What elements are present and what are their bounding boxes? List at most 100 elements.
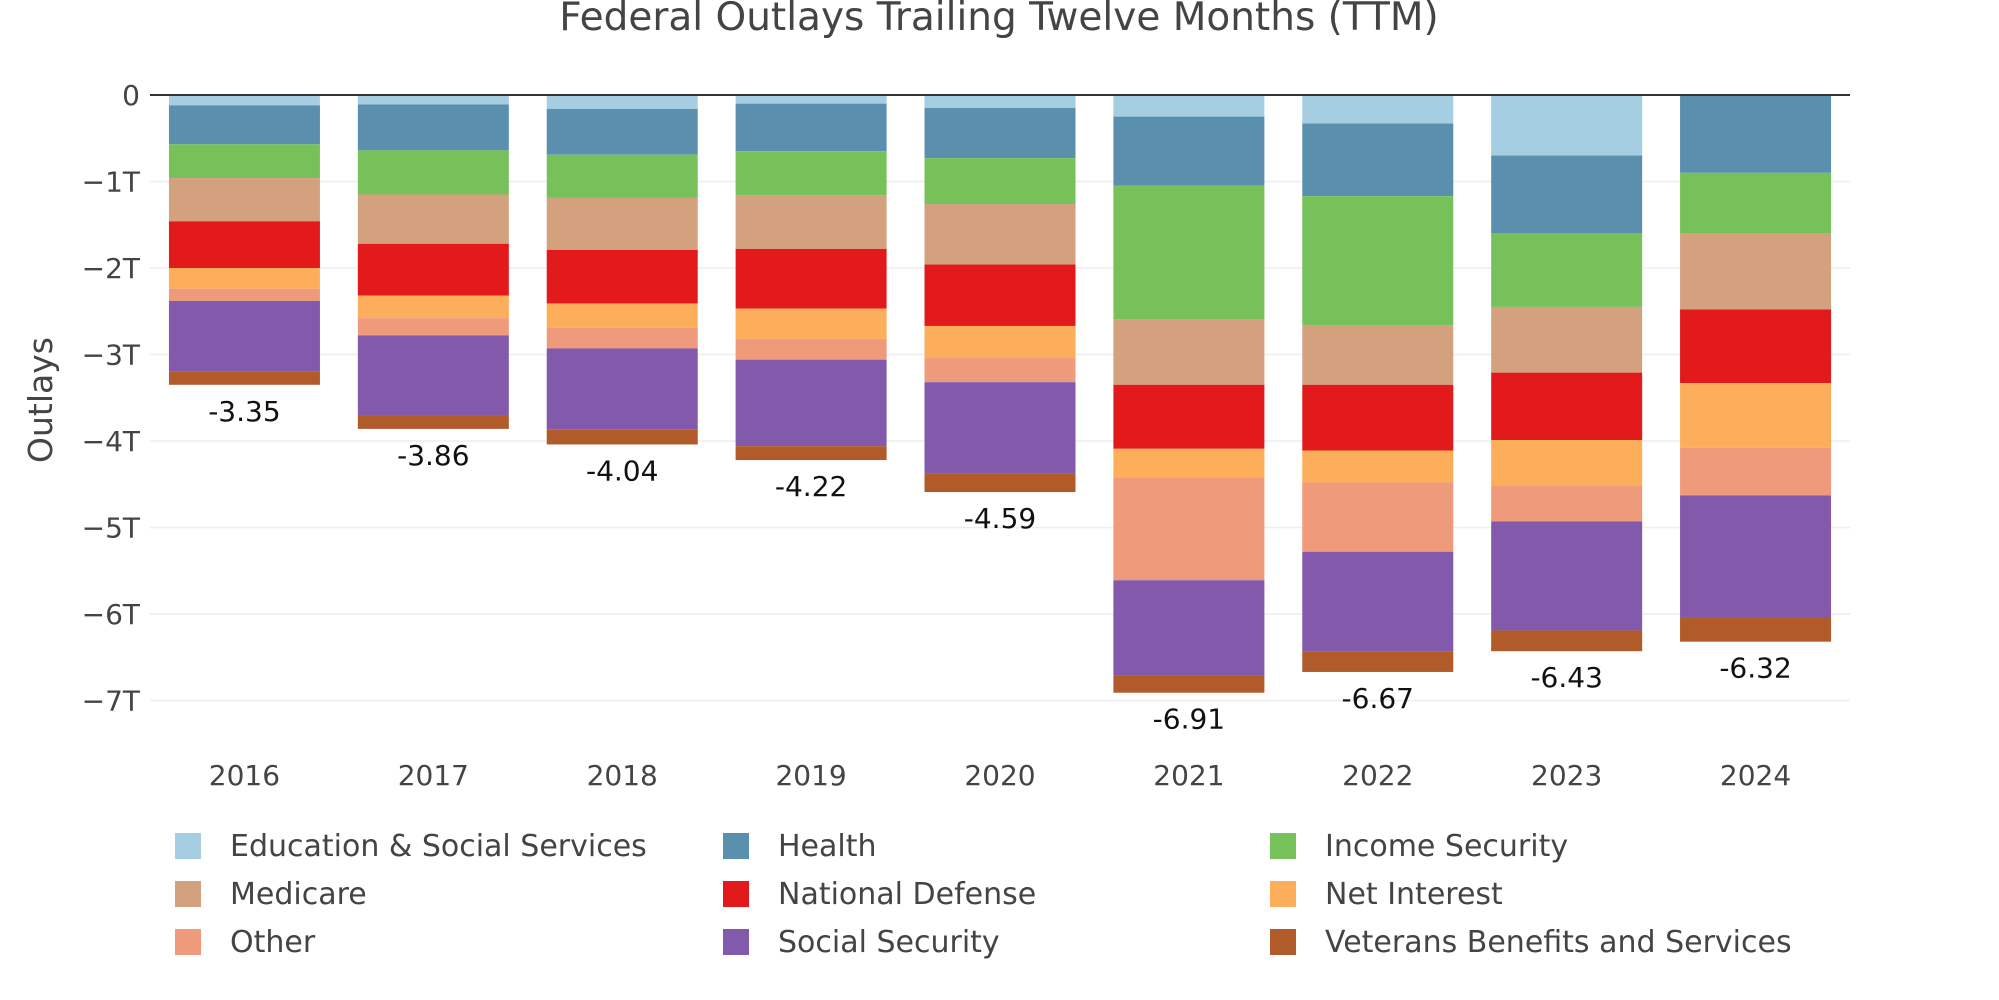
total-label: -4.22: [775, 470, 847, 503]
bar-segment-health-2018: [546, 108, 698, 155]
bar-segment-national-defense-2022: [1302, 384, 1454, 451]
bar-segment-education-social-services-2017: [357, 95, 509, 105]
bar-segment-income-security-2019: [735, 151, 887, 196]
total-label: -4.59: [964, 502, 1036, 535]
bar-segment-veterans-benefits-and-services-2016: [168, 371, 320, 385]
bar-segment-social-security-2022: [1302, 551, 1454, 652]
bar-segment-health-2021: [1113, 116, 1265, 186]
legend-item-social-security[interactable]: Social Security: [723, 925, 1000, 960]
total-label: -6.91: [1153, 703, 1225, 736]
bar-segment-veterans-benefits-and-services-2021: [1113, 675, 1265, 693]
x-tick-label: 2023: [1531, 759, 1602, 792]
bar-segment-education-social-services-2023: [1491, 95, 1643, 156]
x-tick-label: 2017: [398, 759, 469, 792]
bar-segment-education-social-services-2021: [1113, 95, 1265, 117]
x-tick-label: 2024: [1720, 759, 1791, 792]
legend-swatch: [1270, 929, 1296, 955]
bar-segment-veterans-benefits-and-services-2019: [735, 446, 887, 461]
bar-segment-national-defense-2016: [168, 221, 320, 268]
x-axis-ticks: 2016 2017 2018 2019 2020 2021 2022 2023 2024: [209, 759, 1791, 792]
legend-swatch: [723, 833, 749, 859]
bar-segment-health-2016: [168, 105, 320, 145]
legend-item-health[interactable]: Health: [723, 829, 877, 864]
legend-label: Education & Social Services: [230, 829, 647, 864]
y-tick-label: −5T: [82, 512, 141, 545]
bar-segment-health-2017: [357, 104, 509, 151]
bar-segment-veterans-benefits-and-services-2020: [924, 473, 1076, 493]
bar-segment-other-2024: [1680, 447, 1832, 496]
bar-segment-health-2019: [735, 103, 887, 152]
bar-segment-national-defense-2019: [735, 248, 887, 309]
bar-segment-medicare-2023: [1491, 306, 1643, 373]
bar-segment-national-defense-2023: [1491, 372, 1643, 441]
y-tick-label: 0: [122, 79, 140, 112]
bar-segment-social-security-2020: [924, 382, 1076, 474]
x-tick-label: 2019: [775, 759, 846, 792]
total-label: -6.43: [1530, 661, 1602, 694]
bar-segment-health-2020: [924, 107, 1076, 159]
bar-segment-national-defense-2017: [357, 243, 509, 296]
bar-segment-income-security-2016: [168, 144, 320, 179]
total-label: -4.04: [586, 454, 658, 487]
bars: [168, 95, 1832, 693]
bar-segment-other-2017: [357, 318, 509, 336]
bar-segment-other-2022: [1302, 482, 1454, 552]
bar-segment-net-interest-2023: [1491, 440, 1643, 486]
x-tick-label: 2018: [587, 759, 658, 792]
bar-segment-social-security-2017: [357, 335, 509, 416]
legend-item-national-defense[interactable]: National Defense: [723, 877, 1036, 912]
bar-segment-net-interest-2020: [924, 325, 1076, 358]
legend-label: Medicare: [230, 877, 367, 912]
legend-item-veterans-benefits-and-services[interactable]: Veterans Benefits and Services: [1270, 925, 1792, 960]
bar-segment-income-security-2017: [357, 150, 509, 195]
bar-segment-medicare-2022: [1302, 325, 1454, 385]
bar-segment-other-2019: [735, 338, 887, 360]
legend: Education & Social Services Health Income …: [175, 829, 1792, 960]
legend-swatch: [723, 881, 749, 907]
bar-segment-income-security-2020: [924, 158, 1076, 204]
y-tick-label: −7T: [82, 685, 141, 718]
bar-segment-net-interest-2024: [1680, 383, 1832, 448]
bar-segment-medicare-2019: [735, 195, 887, 249]
total-label: -3.86: [397, 439, 469, 472]
bar-segment-education-social-services-2019: [735, 95, 887, 104]
legend-label: Other: [230, 925, 316, 960]
bar-segment-veterans-benefits-and-services-2023: [1491, 630, 1643, 652]
legend-item-other[interactable]: Other: [175, 925, 316, 960]
bar-segment-net-interest-2017: [357, 295, 509, 319]
bar-segment-social-security-2021: [1113, 580, 1265, 676]
bar-segment-other-2020: [924, 357, 1076, 383]
bar-segment-health-2023: [1491, 155, 1643, 234]
bar-segment-medicare-2020: [924, 203, 1076, 265]
legend-swatch: [1270, 881, 1296, 907]
legend-label: Veterans Benefits and Services: [1325, 925, 1792, 960]
bar-segment-veterans-benefits-and-services-2017: [357, 415, 509, 429]
bar-segment-other-2018: [546, 327, 698, 349]
legend-label: Income Security: [1325, 829, 1568, 864]
bar-segment-other-2021: [1113, 477, 1265, 581]
chart-title: Federal Outlays Trailing Twelve Months (…: [559, 0, 1438, 40]
bar-segment-medicare-2021: [1113, 319, 1265, 385]
y-axis-ticks: 0 −1T −2T −3T −4T −5T −6T −7T: [82, 79, 141, 718]
legend-item-income-security[interactable]: Income Security: [1270, 829, 1568, 864]
bar-segment-net-interest-2021: [1113, 448, 1265, 478]
bar-segment-national-defense-2024: [1680, 309, 1832, 384]
bar-segment-national-defense-2018: [546, 249, 698, 304]
total-label: -6.67: [1342, 682, 1414, 715]
bar-segment-income-security-2021: [1113, 185, 1265, 320]
legend-item-medicare[interactable]: Medicare: [175, 877, 367, 912]
legend-item-net-interest[interactable]: Net Interest: [1270, 877, 1503, 912]
y-tick-label: −1T: [82, 166, 141, 199]
bar-segment-medicare-2024: [1680, 233, 1832, 310]
bar-segment-education-social-services-2018: [546, 95, 698, 109]
legend-label: National Defense: [778, 877, 1036, 912]
bar-segment-income-security-2022: [1302, 196, 1454, 326]
bar-segment-social-security-2018: [546, 348, 698, 430]
bar-segment-income-security-2024: [1680, 172, 1832, 234]
legend-label: Social Security: [778, 925, 1000, 960]
legend-item-education-social-services[interactable]: Education & Social Services: [175, 829, 647, 864]
x-tick-label: 2021: [1153, 759, 1224, 792]
bar-segment-net-interest-2018: [546, 303, 698, 328]
